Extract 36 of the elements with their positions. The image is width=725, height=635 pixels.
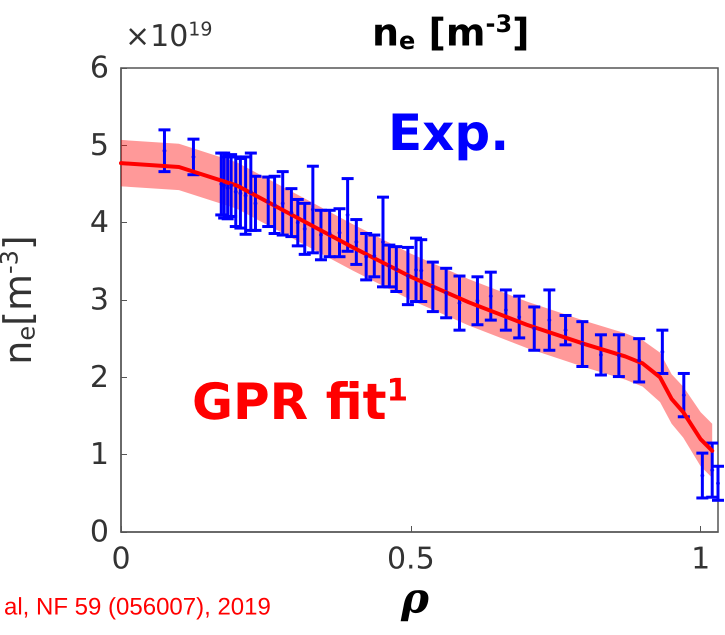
point: [272, 202, 277, 207]
y-tick-label: 6: [90, 50, 109, 86]
point: [364, 254, 368, 259]
point: [394, 267, 398, 272]
x-axis-title: ρ: [400, 574, 430, 622]
point: [380, 240, 385, 244]
point: [238, 191, 242, 196]
point: [637, 358, 642, 362]
y-tick-label: 0: [90, 514, 109, 550]
text: al, NF 59 (056007), 2019: [4, 594, 271, 620]
point: [266, 200, 270, 204]
point: [289, 210, 294, 215]
y-axis-title: ne[m-3]: [0, 235, 40, 365]
x-tick-label: 0.5: [386, 542, 435, 576]
series-label: Exp.: [388, 104, 510, 162]
y-tick-label: 3: [90, 282, 109, 318]
x-tick-label: 0: [111, 542, 131, 576]
point: [444, 291, 448, 296]
point: [475, 298, 480, 303]
point: [248, 190, 253, 194]
point: [162, 148, 166, 153]
point: [354, 240, 358, 244]
y-tick-label: 5: [90, 128, 109, 163]
y-tick-label: 4: [90, 205, 109, 240]
point: [580, 342, 584, 346]
point: [616, 354, 621, 358]
point: [406, 274, 410, 278]
x-tick-label: 1: [691, 542, 710, 576]
y-tick-label: 2: [90, 360, 109, 395]
point: [234, 190, 238, 194]
y-tick-label: 1: [90, 437, 109, 472]
point: [660, 350, 664, 354]
point: [387, 264, 392, 268]
point: [226, 186, 230, 190]
point: [598, 352, 603, 357]
point: [430, 284, 435, 289]
